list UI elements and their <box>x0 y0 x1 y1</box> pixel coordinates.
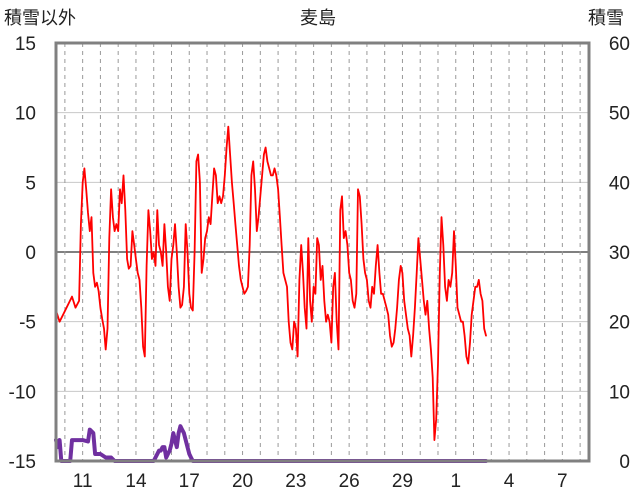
left-tick-label: -15 <box>9 452 36 473</box>
chart-title: 麦島 <box>300 8 336 29</box>
left-axis-label: 積雪以外 <box>4 8 76 29</box>
left-tick-label: 15 <box>15 34 36 55</box>
x-tick-label: 23 <box>285 471 306 492</box>
right-tick-label: 0 <box>619 452 630 473</box>
x-tick-label: 17 <box>179 471 200 492</box>
left-tick-label: -5 <box>19 313 36 334</box>
plot-frame <box>54 41 591 463</box>
left-tick-label: 0 <box>25 243 36 264</box>
right-tick-label: 10 <box>609 382 630 403</box>
right-tick-label: 30 <box>609 243 630 264</box>
x-tick-label: 29 <box>392 471 413 492</box>
x-tick-label: 4 <box>504 471 515 492</box>
temperature-line <box>55 125 487 441</box>
right-tick-label: 40 <box>609 173 630 194</box>
right-tick-label: 60 <box>609 34 630 55</box>
x-tick-label: 20 <box>232 471 253 492</box>
x-tick-label: 7 <box>557 471 568 492</box>
chart-series <box>54 125 488 463</box>
x-tick-label: 26 <box>339 471 360 492</box>
x-tick-label: 1 <box>450 471 461 492</box>
x-tick-label: 11 <box>73 471 93 492</box>
snow-depth-line <box>54 424 488 463</box>
right-axis-label: 積雪 <box>588 8 624 29</box>
right-tick-label: 50 <box>609 104 630 125</box>
left-tick-label: -10 <box>9 382 36 403</box>
x-tick-label: 14 <box>125 471 147 492</box>
right-tick-label: 20 <box>609 313 630 334</box>
left-tick-label: 5 <box>25 173 36 194</box>
left-tick-label: 10 <box>15 104 36 125</box>
